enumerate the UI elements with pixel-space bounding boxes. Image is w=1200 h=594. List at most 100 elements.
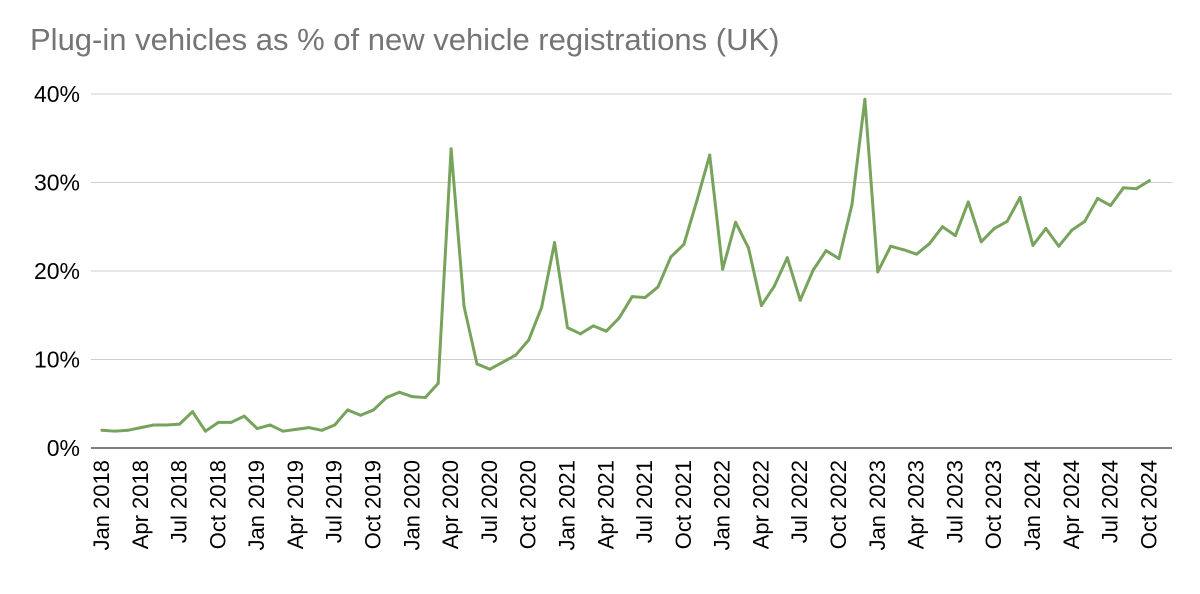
data-point xyxy=(501,360,505,364)
data-point xyxy=(1044,227,1048,231)
x-tick-label: Jul 2024 xyxy=(1098,460,1123,543)
data-point xyxy=(863,97,867,101)
data-point xyxy=(953,234,957,238)
data-point xyxy=(139,426,143,430)
data-point xyxy=(527,338,531,342)
x-tick-label: Jan 2024 xyxy=(1020,460,1045,551)
data-point xyxy=(1096,196,1100,200)
data-point xyxy=(553,241,557,245)
data-point xyxy=(1134,187,1138,191)
gridlines xyxy=(91,93,1172,449)
x-tick-label: Oct 2024 xyxy=(1136,460,1161,549)
data-point xyxy=(514,353,518,357)
x-tick-label: Jan 2023 xyxy=(865,460,890,551)
data-point xyxy=(216,420,220,424)
data-point xyxy=(578,332,582,336)
data-point xyxy=(565,326,569,330)
data-point xyxy=(1070,228,1074,232)
data-point xyxy=(126,428,130,432)
data-point xyxy=(320,428,324,432)
data-point xyxy=(630,295,634,299)
chart-title: Plug-in vehicles as % of new vehicle reg… xyxy=(30,22,780,57)
x-tick-label: Apr 2023 xyxy=(904,460,929,549)
data-point xyxy=(333,423,337,427)
data-point xyxy=(1005,219,1009,223)
data-point xyxy=(100,428,104,432)
x-tick-label: Jan 2019 xyxy=(244,460,269,551)
x-axis-ticks: Jan 2018 Apr 2018 Jul 2018 Oct 2018 Jan 2019… xyxy=(89,460,1161,551)
data-point xyxy=(436,381,440,385)
data-point xyxy=(346,408,350,412)
data-point xyxy=(165,423,169,427)
data-point xyxy=(423,396,427,400)
data-point xyxy=(785,256,789,260)
data-point xyxy=(242,414,246,418)
data-point xyxy=(488,367,492,371)
x-tick-label: Jan 2020 xyxy=(399,460,424,551)
x-tick-label: Jul 2018 xyxy=(167,460,192,543)
data-point xyxy=(695,199,699,203)
x-tick-label: Jul 2021 xyxy=(632,460,657,543)
x-tick-label: Jan 2021 xyxy=(554,460,579,551)
data-point xyxy=(979,240,983,244)
x-tick-label: Oct 2019 xyxy=(361,460,386,549)
data-point xyxy=(876,270,880,274)
data-point xyxy=(669,255,673,259)
data-point xyxy=(824,249,828,253)
x-tick-label: Oct 2021 xyxy=(671,460,696,549)
x-tick-label: Apr 2021 xyxy=(593,460,618,549)
y-tick-label: 30% xyxy=(34,170,80,196)
x-tick-label: Jan 2018 xyxy=(89,460,114,551)
data-point xyxy=(113,429,117,433)
y-tick-label: 0% xyxy=(47,435,80,461)
data-point xyxy=(734,220,738,224)
data-point xyxy=(940,225,944,229)
y-tick-label: 40% xyxy=(34,81,80,107)
data-point xyxy=(643,296,647,300)
data-point xyxy=(915,252,919,256)
data-point xyxy=(191,410,195,414)
data-point xyxy=(1083,219,1087,223)
data-point xyxy=(902,248,906,252)
x-tick-label: Oct 2020 xyxy=(516,460,541,549)
data-point xyxy=(384,396,388,400)
x-tick-label: Jul 2020 xyxy=(477,460,502,543)
data-point xyxy=(1109,204,1113,208)
data-point xyxy=(268,423,272,427)
data-point xyxy=(889,244,893,248)
data-point xyxy=(617,316,621,320)
data-point xyxy=(708,153,712,157)
data-point xyxy=(837,257,841,261)
data-point xyxy=(928,242,932,246)
data-point xyxy=(682,242,686,246)
data-point xyxy=(1121,186,1125,190)
x-tick-label: Apr 2024 xyxy=(1059,460,1084,549)
data-point xyxy=(178,422,182,426)
data-point xyxy=(462,304,466,308)
x-tick-label: Oct 2022 xyxy=(826,460,851,549)
data-point xyxy=(591,324,595,328)
x-tick-label: Jul 2022 xyxy=(787,460,812,543)
data-point xyxy=(759,304,763,308)
data-point xyxy=(1031,243,1035,247)
data-point xyxy=(1057,244,1061,248)
x-tick-label: Apr 2019 xyxy=(283,460,308,549)
data-point xyxy=(359,413,363,417)
x-tick-label: Apr 2018 xyxy=(128,460,153,549)
data-point xyxy=(721,267,725,271)
data-point xyxy=(449,147,453,151)
data-point xyxy=(307,426,311,430)
data-point xyxy=(152,423,156,427)
data-point xyxy=(410,395,414,399)
data-point xyxy=(203,429,207,433)
series-layer xyxy=(100,97,1151,433)
y-axis-ticks: 0% 10% 20% 30% 40% xyxy=(34,81,80,461)
x-tick-label: Oct 2023 xyxy=(981,460,1006,549)
data-point xyxy=(604,329,608,333)
x-tick-label: Jan 2022 xyxy=(710,460,735,551)
data-point xyxy=(294,427,298,431)
data-point xyxy=(656,285,660,289)
data-point xyxy=(966,200,970,204)
y-tick-label: 10% xyxy=(34,347,80,373)
